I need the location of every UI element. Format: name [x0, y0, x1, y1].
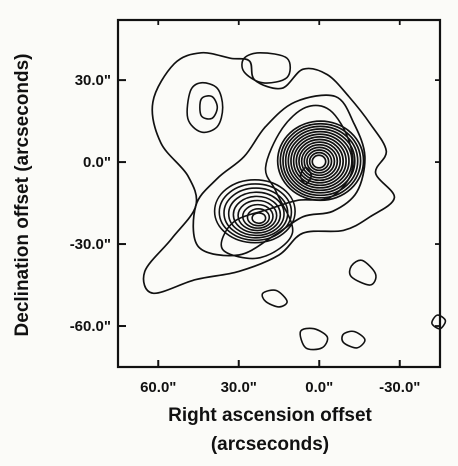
secondary-peak-contour	[251, 212, 267, 225]
secondary-peak-contour	[213, 179, 296, 244]
x-axis-ticks: 60.0" 30.0" 0.0" -30.0"	[140, 20, 420, 396]
patch-right	[348, 259, 377, 286]
main-peak-contour	[279, 122, 362, 199]
upper-left-contour-inner	[199, 95, 219, 120]
x-tick-label: -30.0"	[379, 379, 420, 396]
y-tick-label: -60.0"	[70, 318, 111, 335]
main-peak-contour	[303, 146, 336, 177]
main-peak-contour	[276, 120, 365, 202]
main-peak-contour	[308, 151, 330, 172]
x-axis-label-line2: (arcseconds)	[211, 434, 329, 455]
contour-lines	[142, 51, 447, 351]
main-peak-contour	[306, 149, 333, 174]
main-peak-contour	[292, 136, 347, 187]
patch-far-right	[431, 314, 447, 330]
secondary-peak-contour	[232, 195, 282, 234]
contour-level-2	[192, 94, 366, 257]
secondary-peak-contour	[246, 207, 271, 227]
patch-bottom-right	[341, 330, 366, 349]
main-peak-contour	[282, 125, 359, 197]
outer-contour	[142, 51, 396, 295]
main-peak-contour	[290, 133, 350, 189]
secondary-peak-contour	[223, 187, 289, 239]
y-tick-label: 0.0"	[83, 154, 111, 171]
patch-lower	[261, 289, 288, 308]
main-peak-contour	[298, 141, 342, 182]
y-axis-ticks: 30.0" 0.0" -30.0" -60.0"	[70, 72, 440, 335]
x-tick-label: 0.0"	[305, 379, 333, 396]
y-axis-label: Declination offset (arcseconds)	[12, 54, 33, 337]
secondary-peak-contour	[241, 203, 274, 229]
x-tick-label: 30.0"	[221, 379, 257, 396]
patch-bottom	[299, 327, 329, 351]
patch-small-center	[299, 166, 312, 185]
x-tick-label: 60.0"	[140, 379, 176, 396]
x-axis-label-line1: Right ascension offset	[168, 405, 372, 426]
main-peak-contour	[295, 138, 345, 184]
plot-frame	[116, 18, 442, 369]
main-peak-contour	[300, 143, 339, 179]
secondary-peak-contour	[218, 183, 293, 242]
main-peak-contour	[311, 154, 327, 169]
y-tick-label: -30.0"	[70, 236, 111, 253]
secondary-peak-contour	[237, 199, 278, 232]
main-peak-contour	[284, 128, 356, 194]
y-tick-label: 30.0"	[75, 72, 111, 89]
secondary-peak-contour	[227, 191, 285, 237]
main-peak-contour	[287, 130, 353, 192]
upper-left-contour-outer	[186, 81, 224, 134]
patch-top	[241, 52, 292, 84]
